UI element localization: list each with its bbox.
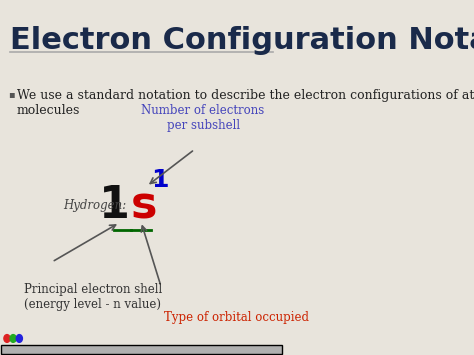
Text: ▪: ▪: [9, 89, 15, 99]
Text: Principal electron shell
(energy level - n value): Principal electron shell (energy level -…: [24, 283, 162, 311]
Text: s: s: [130, 184, 157, 227]
Text: Number of electrons
per subshell: Number of electrons per subshell: [142, 104, 265, 132]
Text: 1: 1: [99, 184, 130, 227]
Text: Hydrogen:: Hydrogen:: [63, 199, 126, 212]
Text: Electron Configuration Notation: Electron Configuration Notation: [10, 26, 474, 55]
FancyBboxPatch shape: [1, 345, 282, 354]
Text: We use a standard notation to describe the electron configurations of atoms and
: We use a standard notation to describe t…: [17, 89, 474, 118]
Circle shape: [10, 335, 16, 342]
Text: 1: 1: [152, 168, 169, 192]
Circle shape: [16, 335, 22, 342]
Text: Type of orbital occupied: Type of orbital occupied: [164, 311, 309, 324]
Circle shape: [4, 335, 10, 342]
